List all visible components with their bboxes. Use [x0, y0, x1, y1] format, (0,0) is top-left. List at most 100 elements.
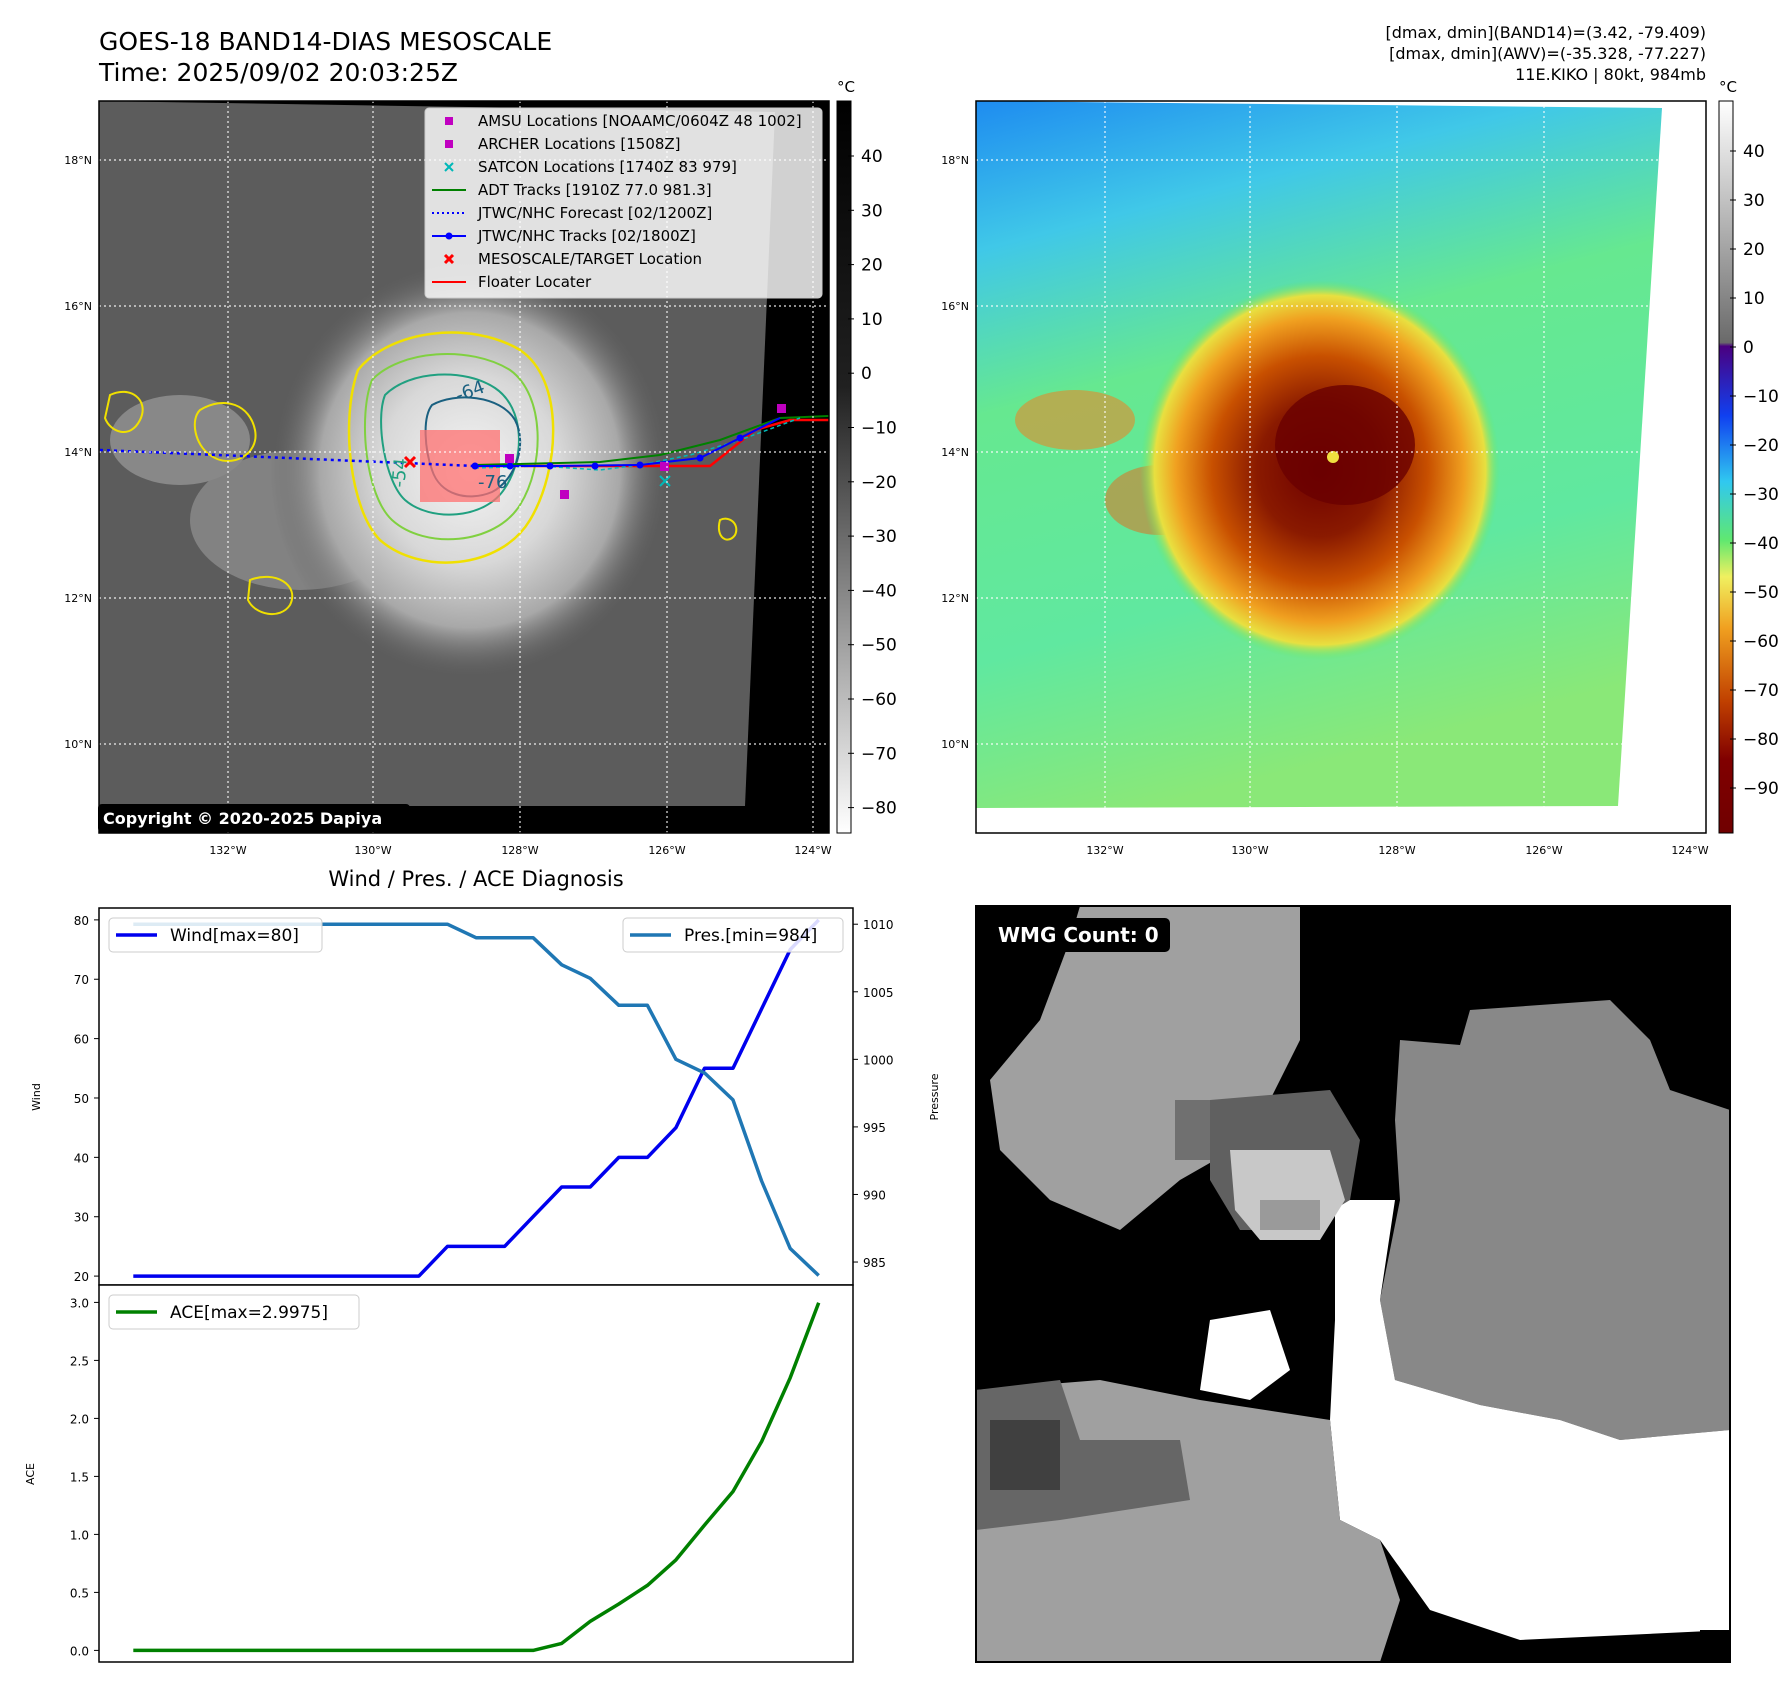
pressure-axis-tick-label: 985: [863, 1256, 886, 1270]
legend-label-tracks: JTWC/NHC Tracks [02/1800Z]: [477, 227, 696, 245]
wv-eye: [1327, 451, 1339, 463]
wind-legend-box: [108, 917, 323, 953]
wv-lat-18: 18°N: [941, 154, 969, 167]
wv-colorbar-tick-label: −10: [1743, 387, 1779, 407]
ir-lat-18: 18°N: [64, 154, 92, 167]
wind-axis-tick-label: 80: [74, 914, 89, 928]
pressure-legend: Pres.[min=984]: [622, 917, 844, 953]
wind-axis-tick-label: 30: [74, 1211, 89, 1225]
ace-legend-label: ACE[max=2.9975]: [170, 1303, 328, 1323]
wv-colorbar-ramp: [1718, 100, 1734, 834]
ir-colorbar-tick-label: 10: [861, 310, 883, 330]
contour-label-54: -54: [388, 457, 411, 488]
wind-axis-label: Wind: [30, 1083, 43, 1111]
info-storm: 11E.KIKO | 80kt, 984mb: [1515, 65, 1706, 84]
wv-lat-10: 10°N: [941, 738, 969, 751]
wind-plot-frame: [98, 907, 854, 1286]
wv-colorbar-tick-label: 20: [1743, 240, 1765, 260]
legend-symbol-target: [443, 253, 455, 265]
wind-legend: Wind[max=80]: [108, 917, 323, 953]
legend-label-target: MESOSCALE/TARGET Location: [478, 250, 702, 268]
contour-label-76: -76: [478, 472, 507, 493]
ir-colorbar-tick-label: 0: [861, 364, 872, 384]
ace-legend-box: [108, 1294, 360, 1330]
wv-colorbar-tick-label: −60: [1743, 632, 1779, 652]
wmg-frame: [975, 905, 1731, 1663]
ir-colorbar-tick-label: −70: [861, 744, 897, 764]
legend-label-satcon: SATCON Locations [1740Z 83 979]: [478, 158, 737, 176]
ir-colorbar: °C 40 30 20 10 0 −10 −20 −30 −40 −50 −60 −70 −80: [836, 78, 897, 834]
wv-lon-130: 130°W: [1231, 844, 1268, 857]
ace-axis-tick-label: 0.0: [70, 1644, 89, 1658]
ir-lat-10: 10°N: [64, 738, 92, 751]
ir-contour-teal: [380, 373, 520, 516]
wv-colorbar-tick-label: 30: [1743, 191, 1765, 211]
wv-lat-12: 12°N: [941, 592, 969, 605]
ir-lon-130: 130°W: [354, 844, 391, 857]
ir-colorbar-tick-label: −10: [861, 419, 897, 439]
wv-colorbar-unit: °C: [1719, 78, 1737, 96]
wind-axis-tick-label: 70: [74, 973, 89, 987]
copyright-text: Copyright © 2020-2025 Dapiya: [103, 809, 382, 828]
ir-colorbar-ramp: [836, 100, 852, 834]
wv-colorbar-tick-label: −50: [1743, 583, 1779, 603]
ir-legend: AMSU Locations [NOAAMC/0604Z 48 1002] AR…: [424, 107, 823, 299]
diagnosis-title: Wind / Pres. / ACE Diagnosis: [328, 867, 623, 891]
ir-colorbar-tick-label: 30: [861, 201, 883, 221]
legend-symbol-amsu: [445, 117, 453, 125]
wv-lon-132: 132°W: [1086, 844, 1123, 857]
ir-lon-132: 132°W: [209, 844, 246, 857]
ir-colorbar-tick-label: −20: [861, 473, 897, 493]
wmg-panel: WMG Count: 0: [975, 905, 1731, 1663]
wind-pressure-chart: Wind / Pres. / ACE Diagnosis Wind Pressu…: [30, 867, 941, 1286]
wind-axis-tick-label: 60: [74, 1033, 89, 1047]
wv-colorbar-tick-label: −80: [1743, 730, 1779, 750]
ace-plot-frame: [98, 1284, 854, 1663]
wv-colorbar-tick-label: −20: [1743, 436, 1779, 456]
ace-axis-tick-label: 1.0: [70, 1528, 89, 1542]
wmg-region-white: [1330, 1200, 1730, 1640]
ir-lat-16: 16°N: [64, 300, 92, 313]
ir-colorbar-tick-label: −50: [861, 636, 897, 656]
pressure-axis-tick-label: 1005: [863, 986, 894, 1000]
wind-line: [133, 918, 820, 1278]
ace-chart: ACE 0.0 0.5 1.0 1.5 2.0 2.5 3.0 ACE[max=2.9975…: [24, 1284, 854, 1663]
wmg-label-box: [990, 918, 1170, 952]
ir-map-frame: [98, 100, 830, 834]
ir-lon-128: 128°W: [501, 844, 538, 857]
ir-colorbar-tick-label: −40: [861, 581, 897, 601]
wmg-region-gray: [1380, 1000, 1730, 1440]
wv-lat-16: 16°N: [941, 300, 969, 313]
ir-contour-green: [364, 353, 539, 541]
ace-axis-tick-label: 1.5: [70, 1470, 89, 1484]
wind-axis-tick-label: 20: [74, 1270, 89, 1284]
wv-colorbar-tick-label: −70: [1743, 681, 1779, 701]
wv-colorbar-tick-label: −90: [1743, 779, 1779, 799]
wv-colorbar-tick-label: −40: [1743, 534, 1779, 554]
ir-contour-yellow: [347, 331, 555, 564]
legend-label-floater: Floater Locater: [478, 273, 592, 291]
wv-lon-126: 126°W: [1525, 844, 1562, 857]
pressure-axis-label: Pressure: [928, 1073, 941, 1120]
adt-track: [474, 415, 829, 466]
main-title: GOES-18 BAND14-DIAS MESOSCALE: [99, 27, 552, 56]
ir-lat-14: 14°N: [64, 446, 92, 459]
wind-axis-tick-label: 40: [74, 1151, 89, 1165]
pressure-axis-tick-label: 1000: [863, 1053, 894, 1067]
wv-colorbar-tick-label: 10: [1743, 289, 1765, 309]
ace-axis-tick-label: 3.0: [70, 1296, 89, 1310]
ir-colorbar-tick-label: 20: [861, 256, 883, 276]
ace-axis-tick-label: 0.5: [70, 1586, 89, 1600]
wv-lon-124: 124°W: [1671, 844, 1708, 857]
info-band14: [dmax, dmin](BAND14)=(3.42, -79.409): [1386, 23, 1707, 42]
legend-symbol-tracks: [432, 232, 466, 240]
wv-colorbar-tick-label: −30: [1743, 485, 1779, 505]
ir-legend-box: [424, 107, 823, 299]
wind-axis-tick-label: 50: [74, 1092, 89, 1106]
ir-colorbar-unit: °C: [837, 78, 855, 96]
ace-legend: ACE[max=2.9975]: [108, 1294, 360, 1330]
ir-colorbar-tick-label: 40: [861, 147, 883, 167]
wv-lat-14: 14°N: [941, 446, 969, 459]
legend-symbol-archer: [445, 140, 453, 148]
ir-lon-126: 126°W: [648, 844, 685, 857]
